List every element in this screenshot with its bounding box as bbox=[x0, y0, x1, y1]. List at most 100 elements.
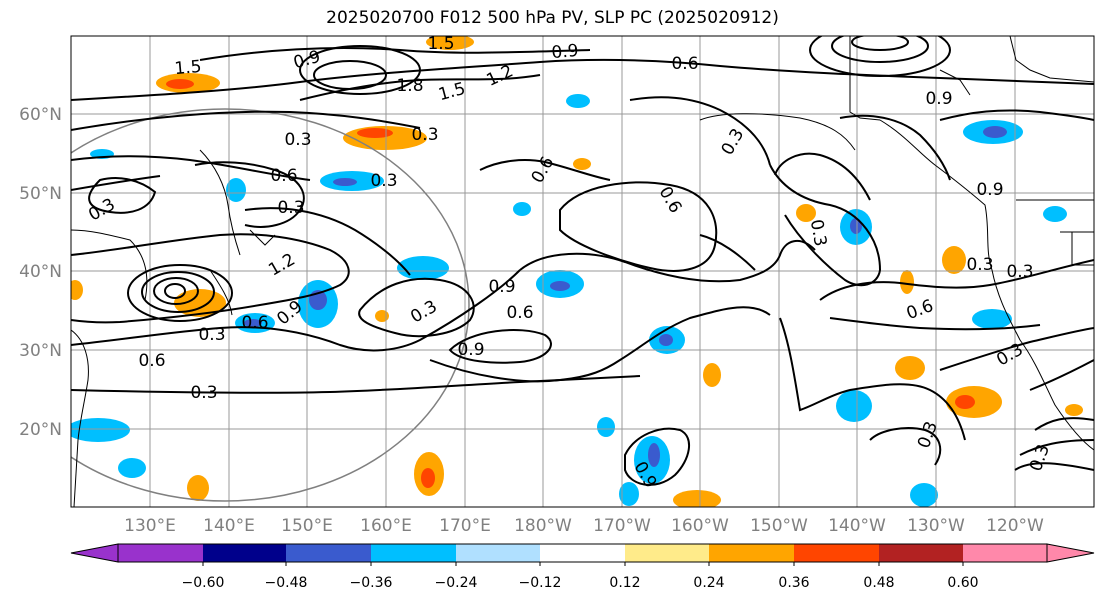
contour-label: 0.3 bbox=[411, 125, 438, 145]
pv-negative-anomaly bbox=[619, 482, 639, 506]
colorbar-tick-label: 0.60 bbox=[947, 575, 978, 591]
colorbar-segment bbox=[456, 544, 540, 562]
contour-label: 0.6 bbox=[270, 166, 297, 186]
colorbar-tick-label: −0.24 bbox=[435, 575, 478, 591]
pv-negative-anomaly bbox=[648, 443, 660, 467]
latitude-label: 40°N bbox=[19, 262, 62, 282]
pv-positive-anomaly bbox=[375, 310, 389, 322]
longitude-label: 160°E bbox=[360, 516, 412, 536]
colorbar-tick-label: 0.24 bbox=[693, 575, 724, 591]
pv-negative-anomaly bbox=[597, 417, 615, 437]
pv-negative-anomaly bbox=[836, 390, 872, 422]
map-title: 2025020700 F012 500 hPa PV, SLP PC (2025… bbox=[326, 8, 779, 28]
pv-positive-anomaly bbox=[703, 363, 721, 387]
pv-positive-anomaly bbox=[673, 490, 721, 507]
contour-label: 0.9 bbox=[925, 89, 952, 109]
pv-positive-anomaly bbox=[426, 36, 474, 50]
contour-label: 0.3 bbox=[190, 383, 217, 403]
graticule bbox=[71, 36, 1094, 507]
latitude-label: 30°N bbox=[19, 341, 62, 361]
pv-anomaly-fills bbox=[71, 36, 1083, 507]
pv-positive-anomaly bbox=[166, 79, 194, 89]
latitude-labels: 60°N 50°N 40°N 30°N 20°N bbox=[19, 105, 62, 440]
pv-negative-anomaly bbox=[566, 94, 590, 108]
pv-positive-anomaly bbox=[573, 158, 591, 170]
longitude-label: 170°E bbox=[439, 516, 491, 536]
colorbar-tick-label: −0.36 bbox=[350, 575, 393, 591]
pv-positive-anomaly bbox=[796, 204, 816, 222]
contour-label: 1.5 bbox=[174, 57, 203, 79]
contour-label: 0.3 bbox=[198, 325, 225, 345]
contour-label: 0.3 bbox=[806, 218, 830, 248]
colorbar-segment bbox=[794, 544, 879, 562]
pv-negative-anomaly bbox=[333, 178, 357, 186]
pv-negative-anomaly bbox=[659, 334, 673, 346]
colorbar-segment bbox=[203, 544, 286, 562]
pv-positive-anomaly bbox=[421, 468, 435, 488]
map-frame bbox=[70, 35, 1095, 508]
pv-positive-anomaly bbox=[71, 280, 83, 300]
pv-positive-anomaly bbox=[357, 128, 393, 138]
longitude-label: 150°W bbox=[750, 516, 808, 536]
colorbar-tick-label: −0.12 bbox=[519, 575, 562, 591]
colorbar: −0.60 −0.48 −0.36 −0.24 −0.12 0.12 0.24 0.36 0.4… bbox=[70, 543, 1095, 591]
contour-label: 0.3 bbox=[1006, 262, 1033, 282]
pv-negative-anomaly bbox=[226, 178, 246, 202]
colorbar-tick-label: −0.48 bbox=[265, 575, 308, 591]
longitude-label: 180°W bbox=[514, 516, 572, 536]
pv-positive-anomaly bbox=[187, 475, 209, 501]
longitude-label: 130°E bbox=[124, 516, 176, 536]
colorbar-extension-high bbox=[1046, 543, 1095, 563]
pv-positive-anomaly bbox=[1065, 404, 1083, 416]
colorbar-tick-label: 0.12 bbox=[609, 575, 640, 591]
contour-label: 0.3 bbox=[966, 255, 993, 275]
contour-label: 0.3 bbox=[370, 171, 397, 191]
pv-positive-anomaly bbox=[895, 356, 925, 380]
colorbar-segment bbox=[371, 544, 456, 562]
pv-negative-anomaly bbox=[1043, 206, 1067, 222]
colorbar-tick-label: 0.48 bbox=[863, 575, 894, 591]
colorbar-segment bbox=[709, 544, 794, 562]
colorbar-tick-label: 0.36 bbox=[778, 575, 809, 591]
longitude-label: 140°E bbox=[203, 516, 255, 536]
pv-negative-anomaly bbox=[550, 281, 570, 291]
longitude-label: 160°W bbox=[671, 516, 729, 536]
latitude-label: 20°N bbox=[19, 420, 62, 440]
longitude-label: 140°W bbox=[828, 516, 886, 536]
longitude-labels: 130°E 140°E 150°E 160°E 170°E 180°W 170°W 160°W… bbox=[124, 516, 1044, 536]
pv-negative-anomaly bbox=[71, 418, 130, 442]
longitude-label: 130°W bbox=[907, 516, 965, 536]
colorbar-extension-low bbox=[70, 543, 119, 563]
contour-label: 0.6 bbox=[671, 54, 698, 74]
pv-negative-anomaly bbox=[513, 202, 531, 216]
contour-label: 0.6 bbox=[506, 303, 533, 323]
longitude-label: 120°W bbox=[986, 516, 1044, 536]
contour-label: 0.6 bbox=[138, 351, 165, 371]
colorbar-frame bbox=[117, 543, 1048, 563]
contour-label: 1.5 bbox=[427, 34, 454, 54]
colorbar-tick-label: −0.60 bbox=[182, 575, 225, 591]
latitude-label: 50°N bbox=[19, 184, 62, 204]
colorbar-segment bbox=[879, 544, 963, 562]
range-circle bbox=[71, 108, 470, 502]
contour-label: 0.9 bbox=[976, 180, 1003, 200]
contour-label: 0.6 bbox=[241, 313, 268, 333]
pv-negative-anomaly bbox=[910, 483, 938, 507]
coastlines bbox=[71, 36, 1094, 507]
pv-positive-anomaly bbox=[942, 246, 966, 274]
pv-negative-anomaly bbox=[244, 319, 262, 327]
colorbar-segment bbox=[540, 544, 625, 562]
contour-label: 0.3 bbox=[277, 198, 304, 218]
pv-negative-anomaly bbox=[972, 309, 1012, 329]
colorbar-segment bbox=[118, 544, 203, 562]
colorbar-segment bbox=[286, 544, 371, 562]
contour-label: 0.9 bbox=[488, 277, 515, 297]
longitude-label: 150°E bbox=[281, 516, 333, 536]
pv-positive-anomaly bbox=[900, 270, 914, 294]
contour-label: 0.9 bbox=[457, 340, 484, 360]
colorbar-segment bbox=[963, 544, 1047, 562]
pv-positive-anomaly bbox=[955, 395, 975, 409]
contour-label: 0.3 bbox=[284, 130, 311, 150]
longitude-label: 170°W bbox=[593, 516, 651, 536]
